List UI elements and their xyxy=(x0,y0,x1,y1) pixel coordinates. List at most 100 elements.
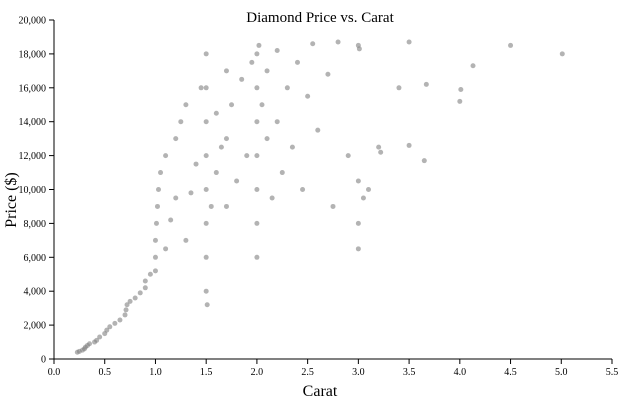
scatter-point xyxy=(147,271,153,277)
scatter-point xyxy=(294,59,300,65)
scatter-point xyxy=(188,190,194,196)
scatter-point xyxy=(213,170,219,176)
scatter-point xyxy=(457,98,463,104)
scatter-point xyxy=(234,178,240,184)
scatter-point xyxy=(203,254,209,260)
scatter-point xyxy=(254,51,260,57)
x-tick-label: 2.5 xyxy=(301,367,314,378)
scatter-point xyxy=(310,41,316,47)
y-tick-label: 10,000 xyxy=(19,185,47,196)
scatter-point xyxy=(204,302,210,308)
scatter-point xyxy=(508,42,514,48)
x-tick-label: 0.5 xyxy=(98,367,111,378)
scatter-point xyxy=(330,203,336,209)
scatter-point xyxy=(203,119,209,125)
scatter-point xyxy=(203,288,209,294)
scatter-point xyxy=(421,158,427,164)
x-tick-label: 2.0 xyxy=(251,367,264,378)
scatter-point xyxy=(154,203,160,209)
scatter-point xyxy=(107,324,113,330)
y-tick-label: 14,000 xyxy=(19,117,47,128)
scatter-point xyxy=(223,136,229,142)
scatter-point xyxy=(203,51,209,57)
scatter-point xyxy=(239,76,245,82)
scatter-point xyxy=(142,285,148,291)
scatter-point xyxy=(315,127,321,133)
scatter-point xyxy=(423,81,429,87)
scatter-point xyxy=(163,153,169,159)
scatter-point xyxy=(163,246,169,252)
scatter-point xyxy=(406,142,412,148)
x-tick-label: 3.5 xyxy=(403,367,416,378)
scatter-point xyxy=(284,85,290,91)
x-axis-ticks: 0.0 0.5 1.0 1.5 2.0 2.5 3.0 3.5 4.0 4.5 5.0 5.5 xyxy=(48,359,619,378)
scatter-point xyxy=(152,237,158,243)
scatter-point xyxy=(213,110,219,116)
scatter-point xyxy=(223,68,229,74)
points-group xyxy=(74,39,565,355)
y-tick-label: 0 xyxy=(41,355,46,366)
scatter-point xyxy=(396,85,402,91)
scatter-point xyxy=(356,46,362,52)
scatter-point xyxy=(173,195,179,201)
scatter-point xyxy=(355,178,361,184)
scatter-point xyxy=(198,85,204,91)
scatter-point xyxy=(305,93,311,99)
y-tick-label: 18,000 xyxy=(19,49,47,60)
scatter-point xyxy=(470,63,476,69)
scatter-point xyxy=(325,71,331,77)
scatter-point xyxy=(229,102,235,108)
scatter-point xyxy=(168,217,174,223)
x-tick-label: 5.5 xyxy=(606,367,619,378)
scatter-point xyxy=(254,119,260,125)
scatter-point xyxy=(173,136,179,142)
scatter-point xyxy=(458,86,464,92)
scatter-point xyxy=(269,195,275,201)
scatter-point xyxy=(152,268,158,274)
scatter-point xyxy=(264,136,270,142)
scatter-point xyxy=(376,144,382,150)
scatter-point xyxy=(137,290,143,296)
y-tick-label: 4,000 xyxy=(24,287,47,298)
scatter-point xyxy=(203,220,209,226)
y-tick-label: 6,000 xyxy=(24,253,47,264)
scatter-point xyxy=(203,153,209,159)
scatter-point xyxy=(124,302,130,308)
scatter-point xyxy=(254,254,260,260)
scatter-point xyxy=(300,187,306,192)
scatter-point xyxy=(559,51,565,57)
y-tick-label: 12,000 xyxy=(19,151,47,162)
scatter-point xyxy=(274,119,280,125)
scatter-point xyxy=(259,102,265,108)
scatter-point xyxy=(335,39,341,45)
scatter-point xyxy=(378,149,384,155)
chart-title: Diamond Price vs. Carat xyxy=(246,10,394,26)
scatter-point xyxy=(256,42,262,48)
scatter-point xyxy=(264,68,270,74)
y-tick-label: 8,000 xyxy=(24,219,47,230)
scatter-point xyxy=(122,312,128,318)
scatter-point xyxy=(94,337,100,343)
scatter-point xyxy=(142,278,148,284)
scatter-point xyxy=(254,153,260,159)
x-tick-label: 4.0 xyxy=(454,367,467,378)
scatter-point xyxy=(345,153,351,159)
x-tick-label: 1.5 xyxy=(200,367,213,378)
scatter-point xyxy=(123,307,129,313)
scatter-point xyxy=(183,102,189,108)
y-axis-ticks: 0 2,000 4,000 6,000 8,000 10,000 12,000 14,000 1… xyxy=(19,16,54,366)
scatter-point xyxy=(254,85,260,91)
scatter-point xyxy=(87,341,93,347)
scatter-point xyxy=(183,237,189,243)
scatter-point xyxy=(132,295,138,301)
scatter-point xyxy=(355,246,361,252)
scatter-point xyxy=(178,119,184,125)
scatter-point xyxy=(203,85,209,91)
x-tick-label: 1.0 xyxy=(149,367,162,378)
scatter-point xyxy=(249,59,255,65)
x-tick-label: 3.0 xyxy=(352,367,365,378)
y-axis-label: Price ($) xyxy=(3,172,20,228)
scatter-point xyxy=(254,187,260,192)
scatter-point xyxy=(218,144,224,150)
